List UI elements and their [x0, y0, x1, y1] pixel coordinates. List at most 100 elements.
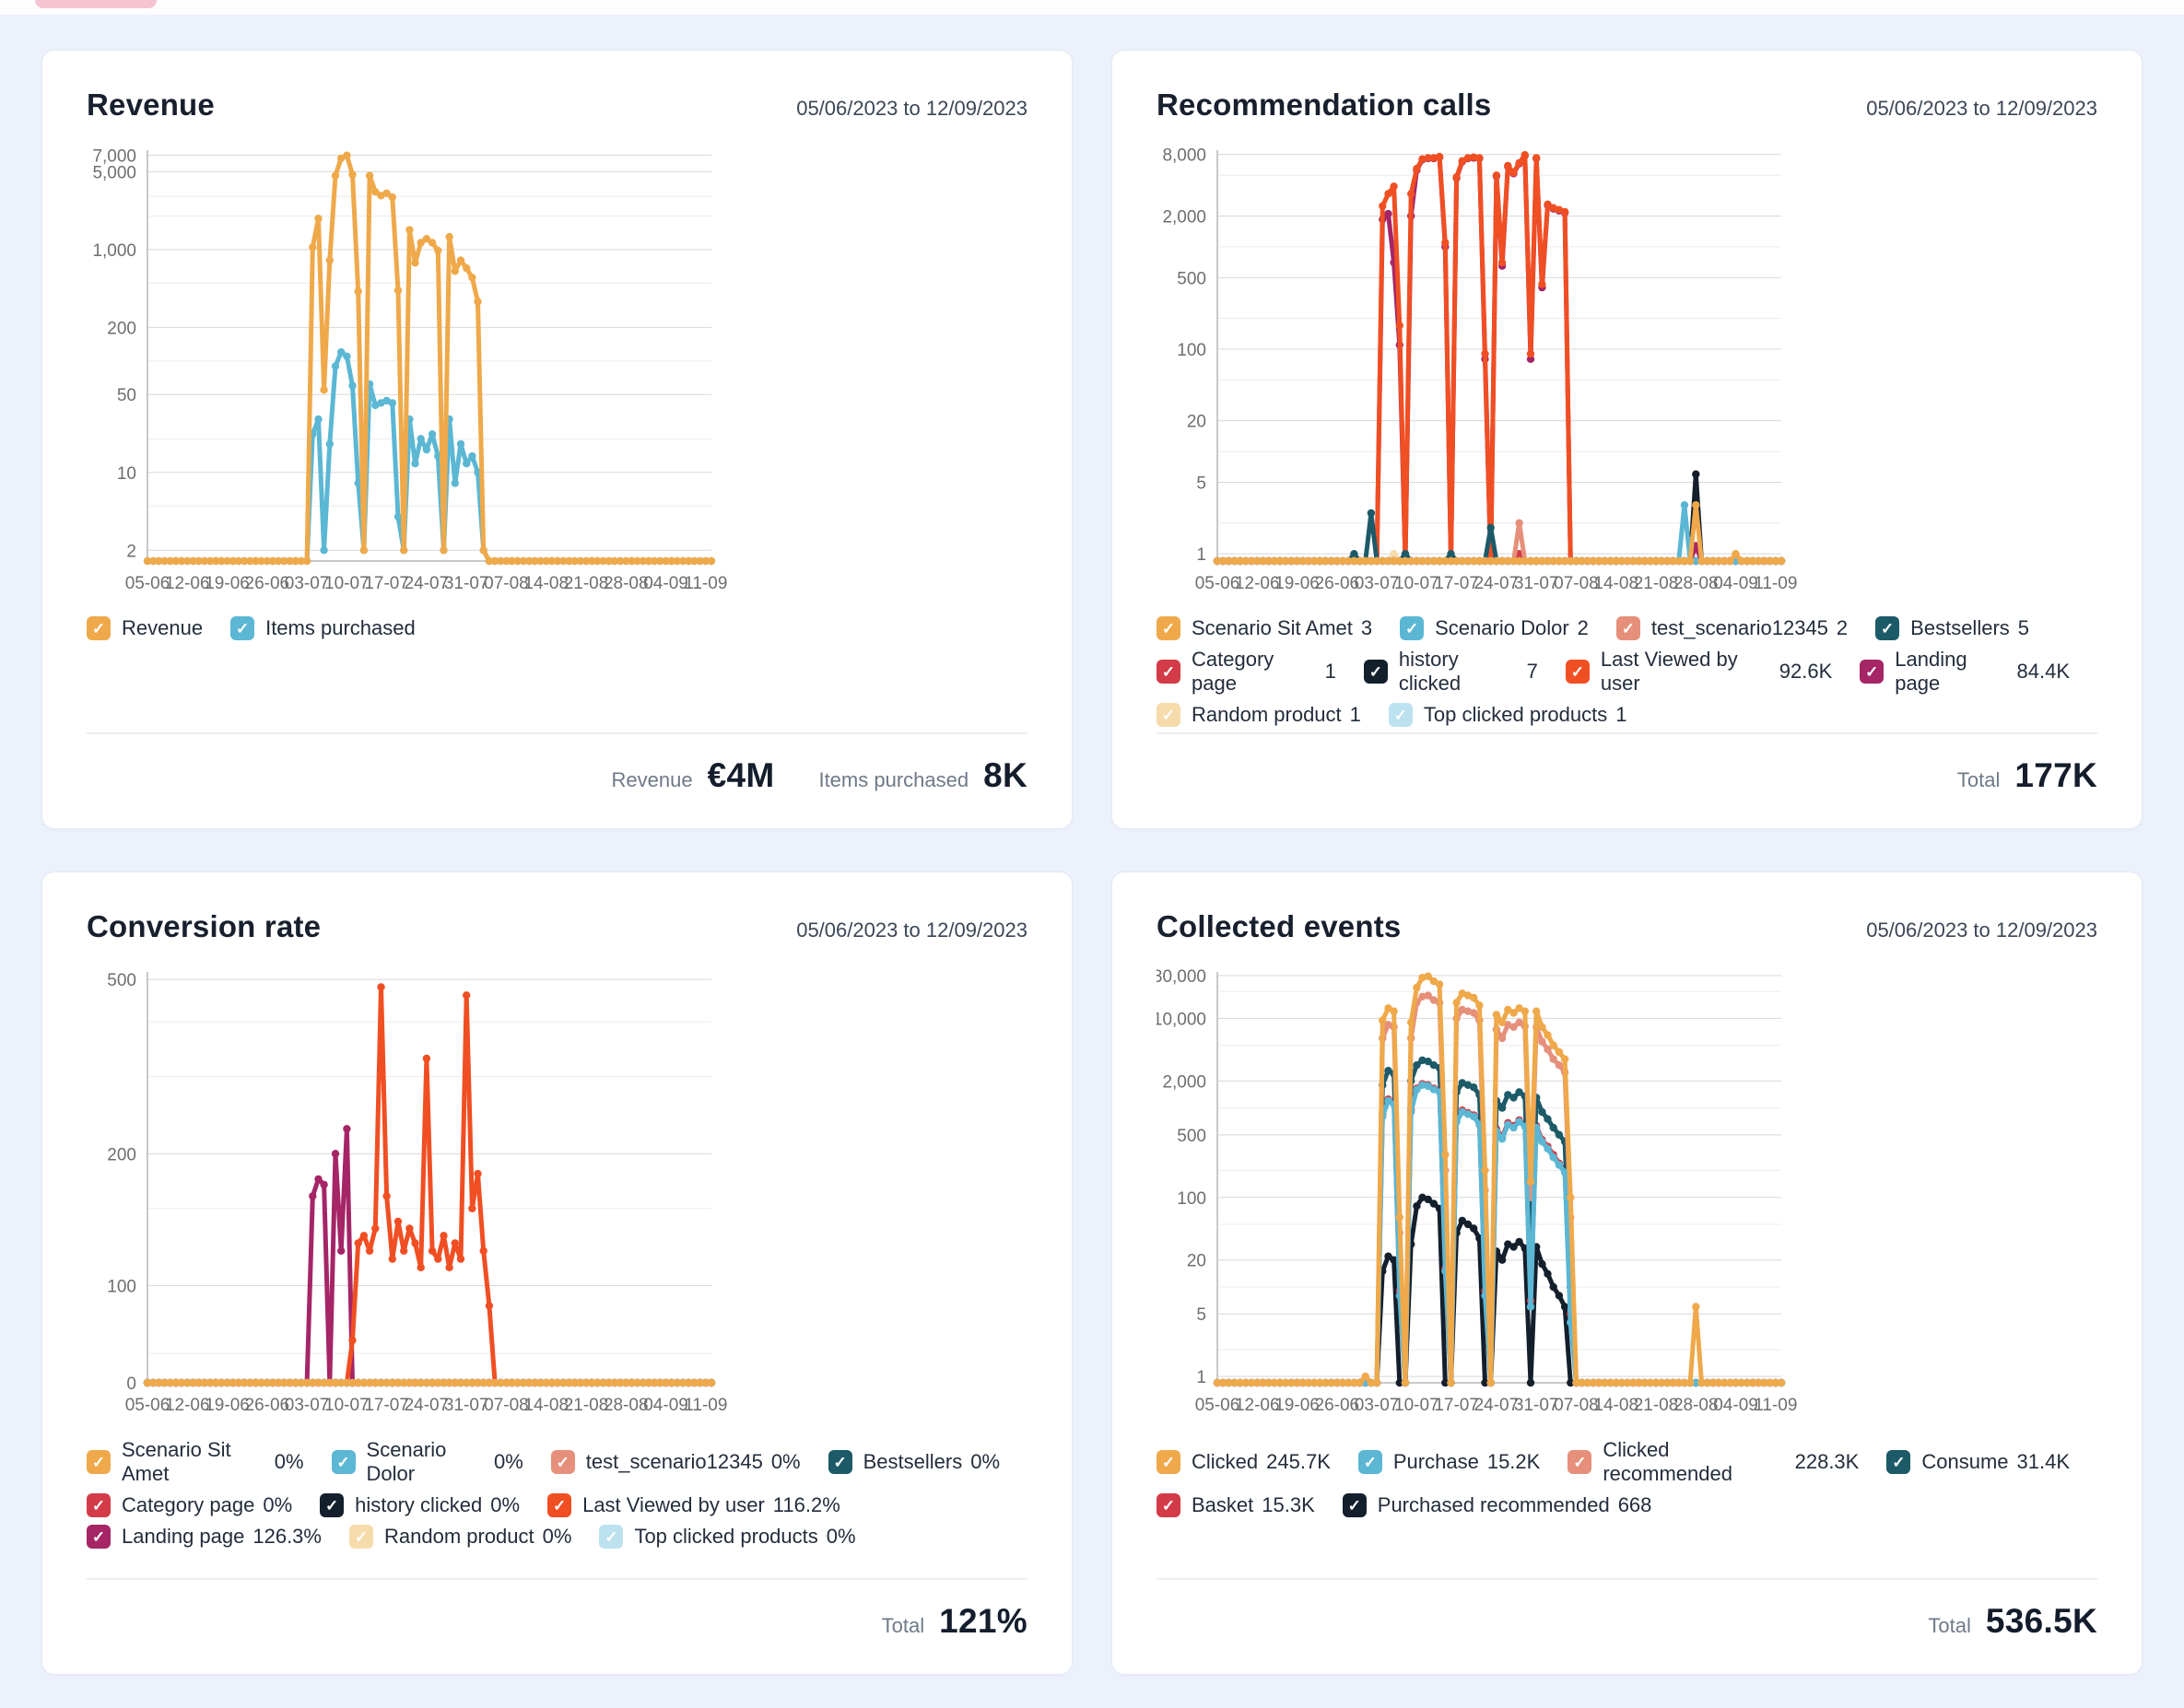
- data-point-marker[interactable]: [291, 1378, 299, 1387]
- data-point-marker[interactable]: [1356, 556, 1364, 566]
- data-point-marker[interactable]: [1475, 556, 1484, 566]
- data-point-marker[interactable]: [428, 1378, 437, 1387]
- data-point-marker[interactable]: [1595, 556, 1603, 566]
- data-point-marker[interactable]: [1470, 1112, 1478, 1121]
- data-point-marker[interactable]: [1526, 1378, 1535, 1387]
- data-point-marker[interactable]: [701, 556, 710, 566]
- data-point-marker[interactable]: [1560, 556, 1569, 566]
- checkbox-checked-icon[interactable]: ✓: [1860, 660, 1885, 684]
- data-point-marker[interactable]: [1253, 556, 1262, 566]
- data-point-marker[interactable]: [1703, 1378, 1711, 1387]
- data-point-marker[interactable]: [1777, 1378, 1786, 1387]
- data-point-marker[interactable]: [286, 1378, 294, 1387]
- data-point-marker[interactable]: [1486, 556, 1495, 566]
- data-point-marker[interactable]: [1338, 1378, 1347, 1387]
- data-point-marker[interactable]: [240, 1378, 249, 1387]
- data-point-marker[interactable]: [440, 1378, 448, 1387]
- data-point-marker[interactable]: [194, 556, 203, 566]
- data-point-marker[interactable]: [1526, 349, 1535, 358]
- data-point-marker[interactable]: [1743, 556, 1752, 566]
- data-point-marker[interactable]: [320, 1378, 328, 1387]
- legend-item-bestsellers[interactable]: ✓ Bestsellers 5: [1875, 616, 2029, 640]
- data-point-marker[interactable]: [1560, 1303, 1569, 1311]
- data-point-marker[interactable]: [1413, 1202, 1421, 1211]
- data-point-marker[interactable]: [1282, 1378, 1290, 1387]
- data-point-marker[interactable]: [1463, 556, 1473, 566]
- data-point-marker[interactable]: [365, 1378, 374, 1387]
- data-point-marker[interactable]: [593, 556, 602, 566]
- data-point-marker[interactable]: [662, 556, 670, 566]
- data-point-marker[interactable]: [570, 1378, 579, 1387]
- data-point-marker[interactable]: [1441, 1378, 1450, 1387]
- data-point-marker[interactable]: [1515, 1018, 1523, 1026]
- data-point-marker[interactable]: [1544, 1269, 1552, 1278]
- data-point-marker[interactable]: [1492, 171, 1501, 180]
- data-point-marker[interactable]: [1692, 1303, 1700, 1311]
- data-point-marker[interactable]: [1692, 470, 1700, 478]
- data-point-marker[interactable]: [581, 556, 591, 566]
- data-point-marker[interactable]: [565, 556, 573, 566]
- data-point-marker[interactable]: [1492, 556, 1501, 566]
- data-point-marker[interactable]: [1390, 556, 1398, 566]
- data-point-marker[interactable]: [377, 1378, 385, 1387]
- data-point-marker[interactable]: [1275, 1378, 1285, 1387]
- data-point-marker[interactable]: [513, 556, 522, 566]
- data-point-marker[interactable]: [468, 274, 476, 282]
- data-point-marker[interactable]: [1458, 1216, 1466, 1225]
- data-point-marker[interactable]: [1560, 207, 1569, 216]
- data-point-marker[interactable]: [1640, 556, 1649, 566]
- data-point-marker[interactable]: [422, 1054, 431, 1063]
- data-point-marker[interactable]: [1692, 501, 1700, 509]
- data-point-marker[interactable]: [1452, 999, 1461, 1007]
- recommendation-calls-chart-canvas[interactable]: 8,000 2,000 500 100 20 5 1 05-0612-0619-0626-06…: [1157, 137, 1802, 598]
- data-point-marker[interactable]: [1555, 556, 1564, 566]
- data-point-marker[interactable]: [1697, 556, 1706, 566]
- data-point-marker[interactable]: [388, 193, 396, 202]
- data-point-marker[interactable]: [422, 1378, 431, 1387]
- data-point-marker[interactable]: [393, 512, 403, 521]
- data-point-marker[interactable]: [234, 1378, 243, 1387]
- data-point-marker[interactable]: [1629, 556, 1638, 566]
- data-point-marker[interactable]: [570, 556, 579, 566]
- data-point-marker[interactable]: [149, 1378, 158, 1387]
- checkbox-checked-icon[interactable]: ✓: [1157, 703, 1180, 727]
- data-point-marker[interactable]: [1475, 154, 1484, 162]
- data-point-marker[interactable]: [359, 546, 369, 555]
- checkbox-checked-icon[interactable]: ✓: [547, 1493, 572, 1517]
- data-point-marker[interactable]: [1321, 556, 1330, 566]
- data-point-marker[interactable]: [343, 1378, 351, 1387]
- data-point-marker[interactable]: [143, 1378, 152, 1387]
- data-point-marker[interactable]: [1424, 556, 1432, 566]
- data-point-marker[interactable]: [229, 1378, 237, 1387]
- legend-item-test-scenario12345[interactable]: ✓ test_scenario12345 0%: [550, 1450, 801, 1474]
- data-point-marker[interactable]: [417, 1378, 425, 1387]
- data-point-marker[interactable]: [1635, 556, 1643, 566]
- data-point-marker[interactable]: [451, 1239, 459, 1247]
- data-point-marker[interactable]: [365, 171, 374, 180]
- legend-item-purchase[interactable]: ✓ Purchase 15.2K: [1357, 1450, 1540, 1474]
- checkbox-checked-icon[interactable]: ✓: [1157, 616, 1180, 640]
- data-point-marker[interactable]: [434, 1255, 442, 1263]
- data-point-marker[interactable]: [183, 556, 192, 566]
- data-point-marker[interactable]: [143, 556, 152, 566]
- data-point-marker[interactable]: [599, 1378, 607, 1387]
- data-point-marker[interactable]: [610, 1378, 619, 1387]
- data-point-marker[interactable]: [1663, 1378, 1672, 1387]
- data-point-marker[interactable]: [1771, 1378, 1779, 1387]
- data-point-marker[interactable]: [1612, 556, 1620, 566]
- data-point-marker[interactable]: [1504, 556, 1512, 566]
- legend-item-top-clicked-products[interactable]: ✓ Top clicked products 0%: [599, 1525, 856, 1549]
- data-point-marker[interactable]: [1338, 556, 1347, 566]
- data-point-marker[interactable]: [1213, 556, 1222, 566]
- data-point-marker[interactable]: [673, 1378, 682, 1387]
- data-point-marker[interactable]: [1748, 1378, 1757, 1387]
- data-point-marker[interactable]: [1714, 556, 1723, 566]
- data-point-marker[interactable]: [644, 556, 653, 566]
- data-point-marker[interactable]: [1567, 1193, 1575, 1201]
- data-point-marker[interactable]: [388, 1255, 396, 1263]
- data-point-marker[interactable]: [1692, 556, 1700, 566]
- data-point-marker[interactable]: [1230, 1378, 1239, 1387]
- data-point-marker[interactable]: [707, 556, 716, 566]
- data-point-marker[interactable]: [1367, 509, 1376, 518]
- data-point-marker[interactable]: [525, 1378, 534, 1387]
